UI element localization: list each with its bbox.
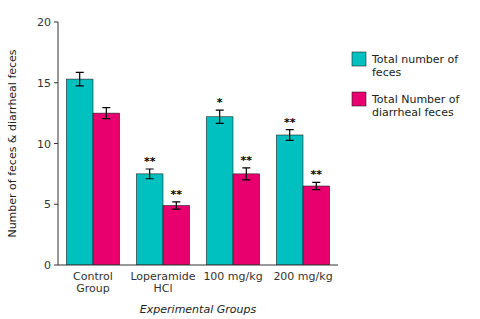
- bar: [163, 205, 190, 265]
- y-axis: [58, 22, 59, 265]
- y-tick-label: 0: [44, 259, 51, 272]
- error-bar: [242, 168, 250, 180]
- x-tick-label: 100 mg/kg: [203, 270, 262, 283]
- x-tick-label: LoperamideHCl: [130, 270, 195, 295]
- bar: [66, 79, 93, 265]
- y-tick-label: 10: [37, 138, 51, 151]
- y-tick: [54, 82, 58, 83]
- chart-container: 05101520***********ControlGroupLoperamid…: [0, 0, 480, 319]
- error-bar: [172, 202, 180, 209]
- bar: [276, 135, 303, 265]
- annotation: **: [241, 154, 253, 167]
- error-bar: [312, 182, 320, 189]
- y-tick-label: 20: [37, 16, 51, 29]
- y-tick: [54, 22, 58, 23]
- error-bar: [76, 72, 84, 85]
- annotation: **: [284, 116, 296, 129]
- bars: [66, 72, 329, 265]
- bar: [93, 113, 120, 265]
- x-axis-label: Experimental Groups: [140, 303, 257, 316]
- annotation: **: [171, 188, 183, 201]
- y-tick: [54, 143, 58, 144]
- y-tick: [54, 265, 58, 266]
- legend-swatch: [352, 52, 366, 66]
- annotation: **: [144, 155, 156, 168]
- annotation: *: [217, 96, 223, 109]
- annotation: **: [311, 168, 323, 181]
- bar: [233, 174, 260, 265]
- error-bar: [286, 130, 294, 141]
- y-tick-label: 5: [44, 198, 51, 211]
- error-bar: [146, 169, 154, 179]
- legend-label: Total Number ofdiarrheal feces: [371, 93, 461, 119]
- y-tick: [54, 204, 58, 205]
- error-bar: [216, 110, 224, 123]
- bar: [136, 174, 163, 265]
- x-tick-label: 200 mg/kg: [273, 270, 332, 283]
- y-axis-label: Number of feces & diarrheal feces: [6, 49, 19, 237]
- bar: [206, 117, 233, 265]
- y-tick-label: 15: [37, 77, 51, 90]
- error-bar: [102, 108, 110, 119]
- legend-swatch: [352, 92, 366, 106]
- chart: 05101520***********ControlGroupLoperamid…: [0, 0, 480, 319]
- legend-label: Total number offeces: [371, 53, 459, 79]
- bar: [303, 186, 330, 265]
- x-axis: [58, 265, 338, 266]
- x-tick-label: ControlGroup: [73, 270, 113, 295]
